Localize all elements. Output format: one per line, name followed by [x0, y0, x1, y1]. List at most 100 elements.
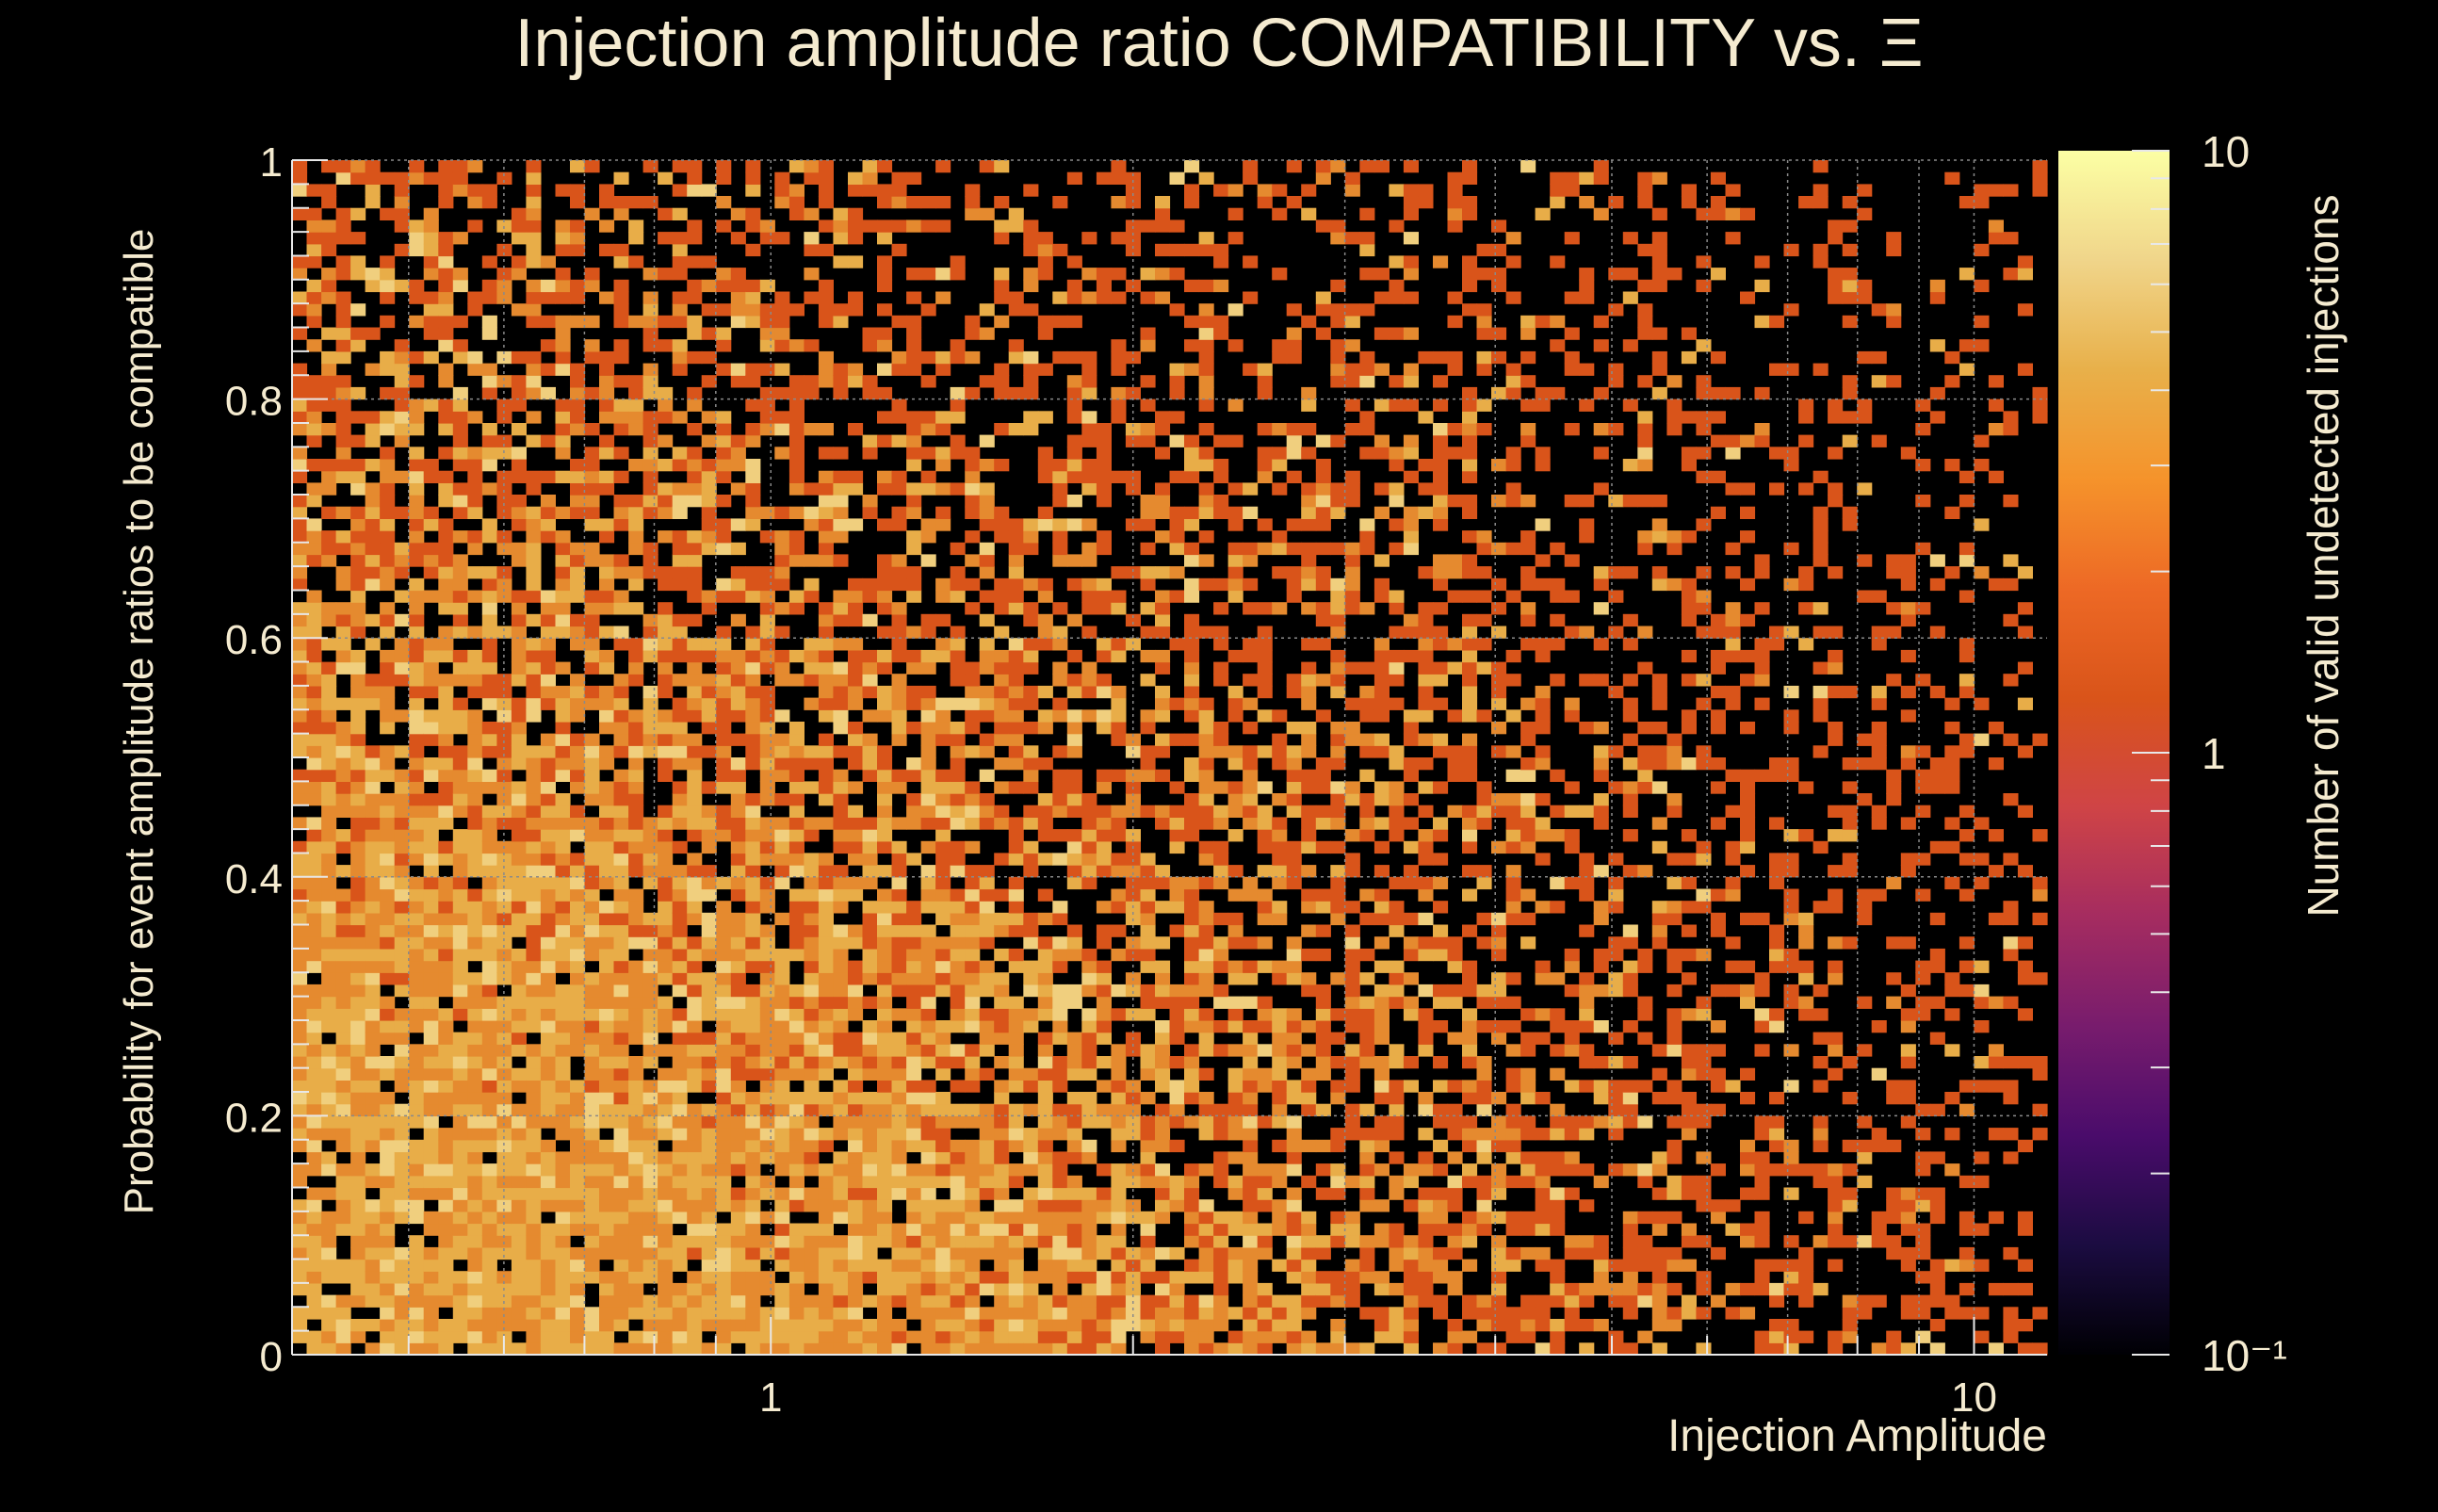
heatmap-cell	[409, 423, 425, 436]
heatmap-cell	[335, 805, 351, 818]
heatmap-cell	[774, 996, 790, 1009]
heatmap-cell	[570, 1187, 586, 1200]
heatmap-cell	[788, 207, 805, 220]
heatmap-cell	[570, 1128, 586, 1141]
heatmap-cell	[1111, 697, 1127, 710]
heatmap-cell	[935, 853, 951, 866]
heatmap-cell	[452, 1056, 468, 1069]
heatmap-cell	[555, 506, 571, 519]
heatmap-cell	[496, 865, 512, 878]
heatmap-cell	[1155, 1080, 1171, 1093]
heatmap-cell	[335, 912, 351, 926]
heatmap-cell	[350, 470, 366, 483]
heatmap-cell	[584, 482, 600, 496]
heatmap-cell	[423, 1294, 439, 1308]
heatmap-cell	[481, 1330, 497, 1343]
heatmap-cell	[1257, 459, 1273, 472]
heatmap-cell	[1169, 1319, 1185, 1332]
heatmap-cell	[467, 888, 483, 902]
heatmap-cell	[409, 1115, 425, 1129]
heatmap-cell	[584, 1307, 600, 1320]
heatmap-cell	[1096, 1246, 1112, 1260]
heatmap-cell	[658, 459, 674, 472]
heatmap-cell	[584, 1080, 600, 1093]
heatmap-cell	[628, 1282, 644, 1296]
heatmap-cell	[628, 1080, 644, 1093]
heatmap-cell	[877, 709, 893, 723]
heatmap-cell	[394, 566, 410, 579]
heatmap-cell	[1198, 1092, 1214, 1105]
heatmap-cell	[394, 1115, 410, 1129]
heatmap-cell	[687, 661, 703, 675]
heatmap-cell	[862, 160, 878, 173]
heatmap-cell	[730, 1294, 746, 1308]
heatmap-cell	[862, 1259, 878, 1272]
heatmap-cell	[570, 495, 586, 508]
heatmap-cell	[877, 1187, 893, 1200]
heatmap-cell	[321, 1235, 337, 1248]
heatmap-cell	[950, 1163, 966, 1177]
heatmap-cell	[1008, 1223, 1024, 1236]
heatmap-cell	[409, 972, 425, 985]
heatmap-cell	[1169, 1271, 1185, 1284]
heatmap-cell	[804, 518, 820, 531]
heatmap-cell	[1243, 960, 1259, 973]
heatmap-cell	[599, 1199, 615, 1212]
heatmap-cell	[979, 793, 995, 806]
heatmap-cell	[701, 912, 717, 926]
heatmap-cell	[1037, 1151, 1053, 1164]
heatmap-cell	[321, 1103, 337, 1116]
heatmap-cell	[613, 626, 629, 639]
heatmap-cell	[877, 434, 893, 447]
heatmap-cell	[292, 972, 308, 985]
heatmap-cell	[920, 1128, 936, 1141]
heatmap-cell	[979, 912, 995, 926]
heatmap-cell	[628, 602, 644, 615]
heatmap-cell	[1155, 1163, 1171, 1177]
heatmap-cell	[1257, 1080, 1273, 1093]
heatmap-cell	[920, 470, 936, 483]
heatmap-cell	[584, 1032, 600, 1045]
heatmap-cell	[788, 1330, 805, 1343]
heatmap-cell	[994, 1330, 1010, 1343]
heatmap-cell	[438, 972, 454, 985]
heatmap-cell	[1184, 638, 1200, 651]
heatmap-cell	[335, 757, 351, 771]
heatmap-cell	[292, 268, 308, 281]
heatmap-cell	[394, 1151, 410, 1164]
heatmap-cell	[335, 901, 351, 914]
heatmap-cell	[818, 1223, 834, 1236]
heatmap-cell	[716, 279, 732, 293]
heatmap-cell	[745, 805, 761, 818]
heatmap-cell	[658, 722, 674, 735]
heatmap-cell	[877, 1199, 893, 1212]
heatmap-cell	[1023, 1235, 1039, 1248]
heatmap-cell	[1111, 888, 1127, 902]
heatmap-cell	[481, 912, 497, 926]
heatmap-cell	[555, 291, 571, 304]
heatmap-cell	[701, 638, 717, 651]
heatmap-cell	[862, 1199, 878, 1212]
heatmap-cell	[730, 1235, 746, 1248]
heatmap-cell	[1198, 1008, 1214, 1021]
heatmap-cell	[481, 363, 497, 376]
heatmap-cell	[906, 1067, 922, 1081]
heatmap-cell	[658, 434, 674, 447]
heatmap-cell	[380, 315, 396, 329]
heatmap-cell	[891, 649, 907, 663]
heatmap-cell	[613, 781, 629, 794]
heatmap-cell	[321, 1246, 337, 1260]
heatmap-cell	[467, 1223, 483, 1236]
heatmap-cell	[540, 279, 556, 293]
heatmap-cell	[950, 793, 966, 806]
heatmap-cell	[394, 279, 410, 293]
heatmap-cell	[481, 1163, 497, 1177]
heatmap-cell	[818, 1128, 834, 1141]
heatmap-cell	[306, 398, 322, 412]
heatmap-cell	[496, 674, 512, 687]
heatmap-cell	[1023, 638, 1039, 651]
heatmap-cell	[540, 1246, 556, 1260]
heatmap-cell	[1301, 398, 1317, 412]
heatmap-cell	[848, 1067, 864, 1081]
